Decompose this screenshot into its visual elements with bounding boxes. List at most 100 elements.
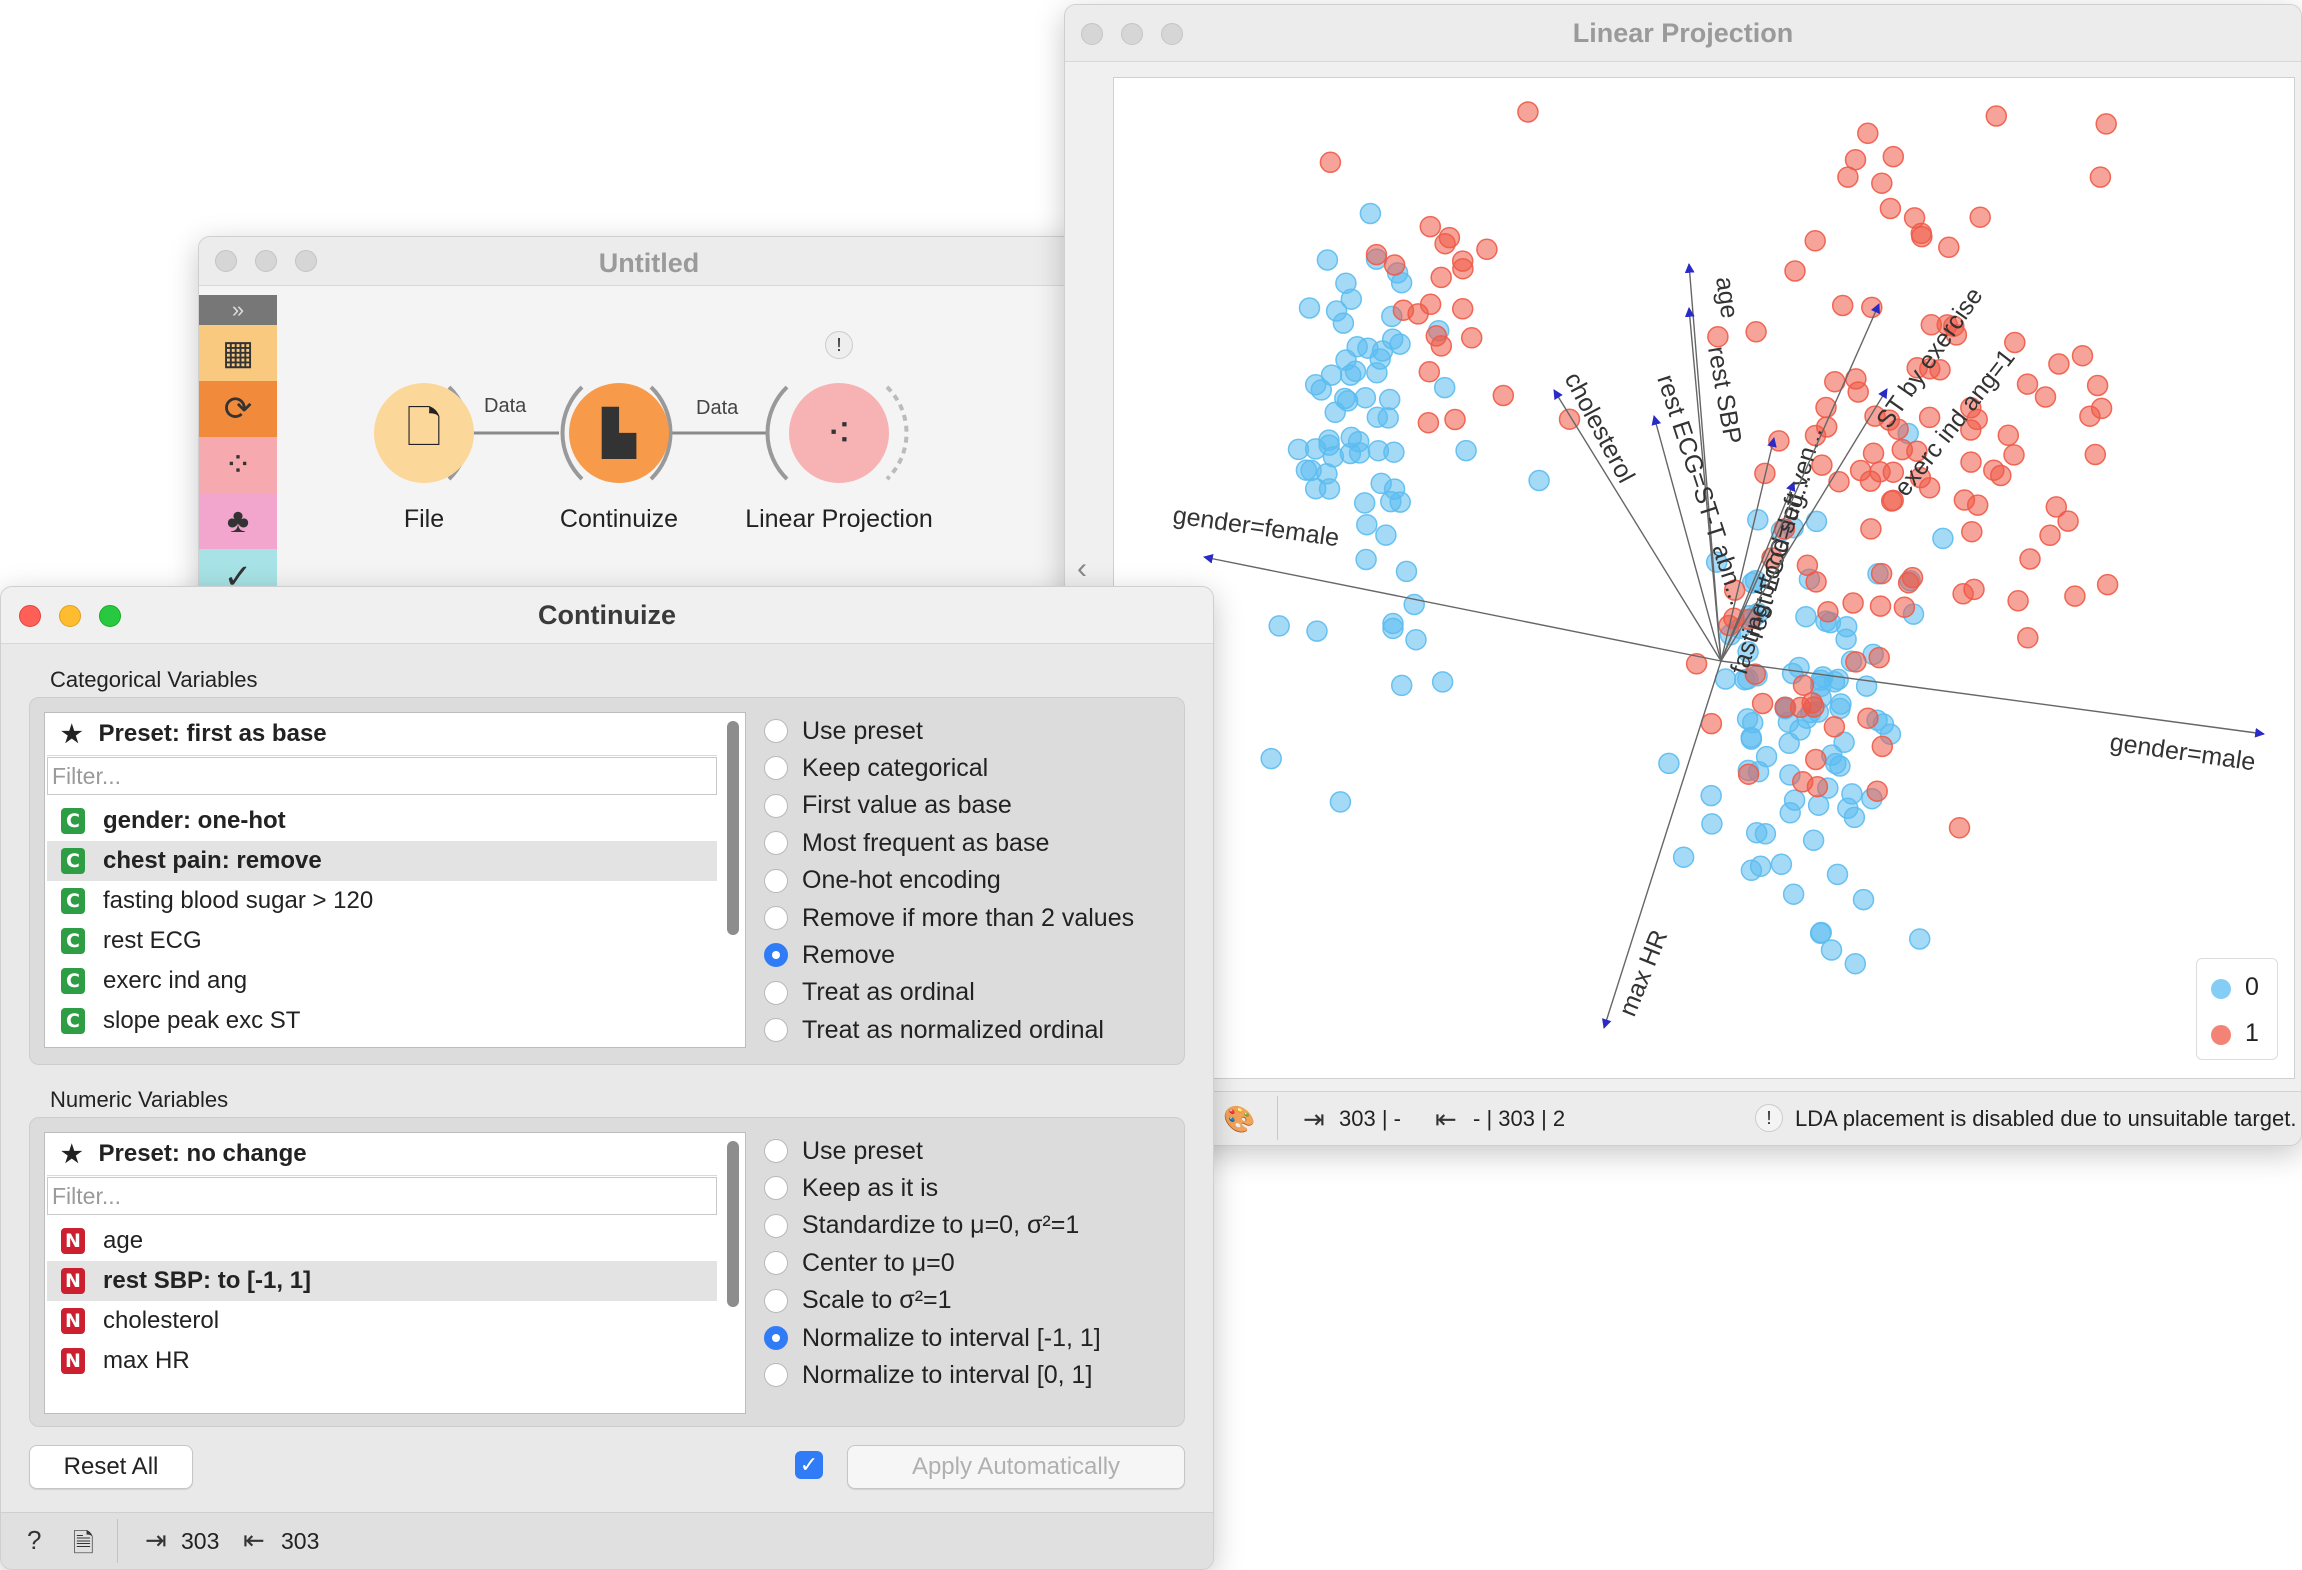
- data-point[interactable]: [1405, 628, 1427, 651]
- data-point[interactable]: [1433, 376, 1456, 399]
- radio-button[interactable]: [764, 1176, 788, 1201]
- radio-button[interactable]: [764, 719, 788, 743]
- data-point[interactable]: [1390, 674, 1413, 697]
- data-point[interactable]: [1375, 524, 1397, 546]
- data-point[interactable]: [1438, 226, 1461, 249]
- data-point[interactable]: [1460, 327, 1483, 349]
- radio-button[interactable]: [764, 1213, 788, 1238]
- data-point[interactable]: [1658, 752, 1680, 775]
- radio-button[interactable]: [764, 756, 788, 781]
- projection-axis[interactable]: [1720, 660, 2265, 738]
- option-radio[interactable]: Keep as it is: [764, 1169, 938, 1207]
- data-point[interactable]: [1392, 299, 1415, 321]
- projection-axis[interactable]: [1553, 389, 1722, 662]
- data-point[interactable]: [1377, 407, 1399, 429]
- data-point[interactable]: [1869, 461, 1891, 483]
- radio-button[interactable]: [764, 980, 788, 1005]
- option-radio[interactable]: Most frequent as base: [764, 824, 1049, 862]
- projection-axis[interactable]: [1720, 303, 1880, 662]
- projection-axis[interactable]: [1684, 307, 1722, 662]
- data-point[interactable]: [1806, 775, 1829, 798]
- projection-axis[interactable]: [1720, 388, 1888, 662]
- data-point[interactable]: [1740, 726, 1762, 749]
- data-point[interactable]: [1804, 230, 1826, 252]
- apply-automatically-checkbox[interactable]: ✓: [795, 1451, 823, 1479]
- data-point[interactable]: [1837, 797, 1859, 820]
- categorical-filter[interactable]: Filter...: [47, 757, 717, 795]
- radio-button[interactable]: [764, 1288, 788, 1313]
- data-point[interactable]: [1985, 105, 2008, 127]
- data-point[interactable]: [1395, 560, 1418, 583]
- data-point[interactable]: [2039, 524, 2061, 547]
- data-point[interactable]: [1365, 243, 1388, 266]
- data-point[interactable]: [1383, 441, 1405, 463]
- data-point[interactable]: [1966, 408, 1988, 431]
- file-node[interactable]: 🗋 File: [359, 383, 489, 534]
- data-point[interactable]: [2071, 344, 2094, 367]
- close-button[interactable]: [215, 250, 237, 272]
- data-point[interactable]: [1829, 697, 1851, 720]
- data-point[interactable]: [1845, 651, 1867, 673]
- data-point[interactable]: [1953, 489, 1976, 511]
- data-point[interactable]: [1335, 272, 1357, 294]
- data-point[interactable]: [1960, 451, 1982, 473]
- data-point[interactable]: [1749, 855, 1772, 878]
- data-point[interactable]: [1382, 617, 1404, 640]
- option-radio[interactable]: Remove if more than 2 values: [764, 899, 1134, 937]
- data-point[interactable]: [1869, 595, 1892, 617]
- data-point[interactable]: [1451, 250, 1474, 272]
- data-point[interactable]: [1866, 780, 1888, 802]
- radio-button[interactable]: [764, 793, 788, 818]
- data-point[interactable]: [2095, 113, 2117, 135]
- data-point[interactable]: [1380, 490, 1402, 513]
- continuize-node[interactable]: ▙ Continuize: [549, 383, 689, 534]
- data-point[interactable]: [1844, 952, 1867, 975]
- scrollbar[interactable]: [727, 721, 739, 935]
- data-point[interactable]: [1355, 548, 1377, 571]
- data-point[interactable]: [1744, 663, 1767, 685]
- data-point[interactable]: [1862, 442, 1885, 465]
- data-point[interactable]: [1871, 172, 1893, 194]
- data-point[interactable]: [1528, 469, 1550, 492]
- zoom-button[interactable]: [295, 250, 317, 272]
- data-point[interactable]: [1737, 641, 1759, 663]
- radio-button[interactable]: [764, 943, 788, 968]
- data-point[interactable]: [2034, 386, 2057, 408]
- data-point[interactable]: [1861, 296, 1883, 319]
- data-point[interactable]: [1747, 509, 1769, 531]
- data-point[interactable]: [1804, 424, 1827, 447]
- data-point[interactable]: [1476, 238, 1498, 261]
- data-point[interactable]: [1356, 513, 1378, 536]
- data-point[interactable]: [1329, 791, 1352, 813]
- option-radio[interactable]: Normalize to interval [0, 1]: [764, 1356, 1092, 1394]
- data-point[interactable]: [1425, 325, 1448, 347]
- data-point[interactable]: [1383, 254, 1406, 276]
- zoom-button[interactable]: [99, 605, 121, 627]
- data-point[interactable]: [1332, 312, 1355, 334]
- data-point[interactable]: [1782, 883, 1805, 905]
- help-icon[interactable]: ?: [27, 1525, 42, 1555]
- projection-axis[interactable]: [1602, 660, 1722, 1029]
- option-radio[interactable]: Use preset: [764, 1132, 923, 1170]
- data-point[interactable]: [1919, 358, 1941, 380]
- data-point[interactable]: [1295, 459, 1318, 481]
- apply-button[interactable]: Apply Automatically: [847, 1445, 1185, 1489]
- close-button[interactable]: [19, 605, 41, 627]
- data-point[interactable]: [2086, 374, 2109, 397]
- data-point[interactable]: [2090, 397, 2113, 420]
- data-point[interactable]: [1963, 578, 1985, 601]
- option-radio[interactable]: Treat as ordinal: [764, 974, 975, 1012]
- data-point[interactable]: [1938, 236, 1960, 259]
- data-point[interactable]: [1852, 888, 1875, 911]
- data-point[interactable]: [1268, 615, 1290, 637]
- data-point[interactable]: [1403, 593, 1425, 616]
- data-point[interactable]: [1788, 656, 1810, 679]
- option-radio[interactable]: Scale to σ²=1: [764, 1282, 952, 1320]
- data-point[interactable]: [1857, 707, 1879, 729]
- data-point[interactable]: [2004, 331, 2026, 354]
